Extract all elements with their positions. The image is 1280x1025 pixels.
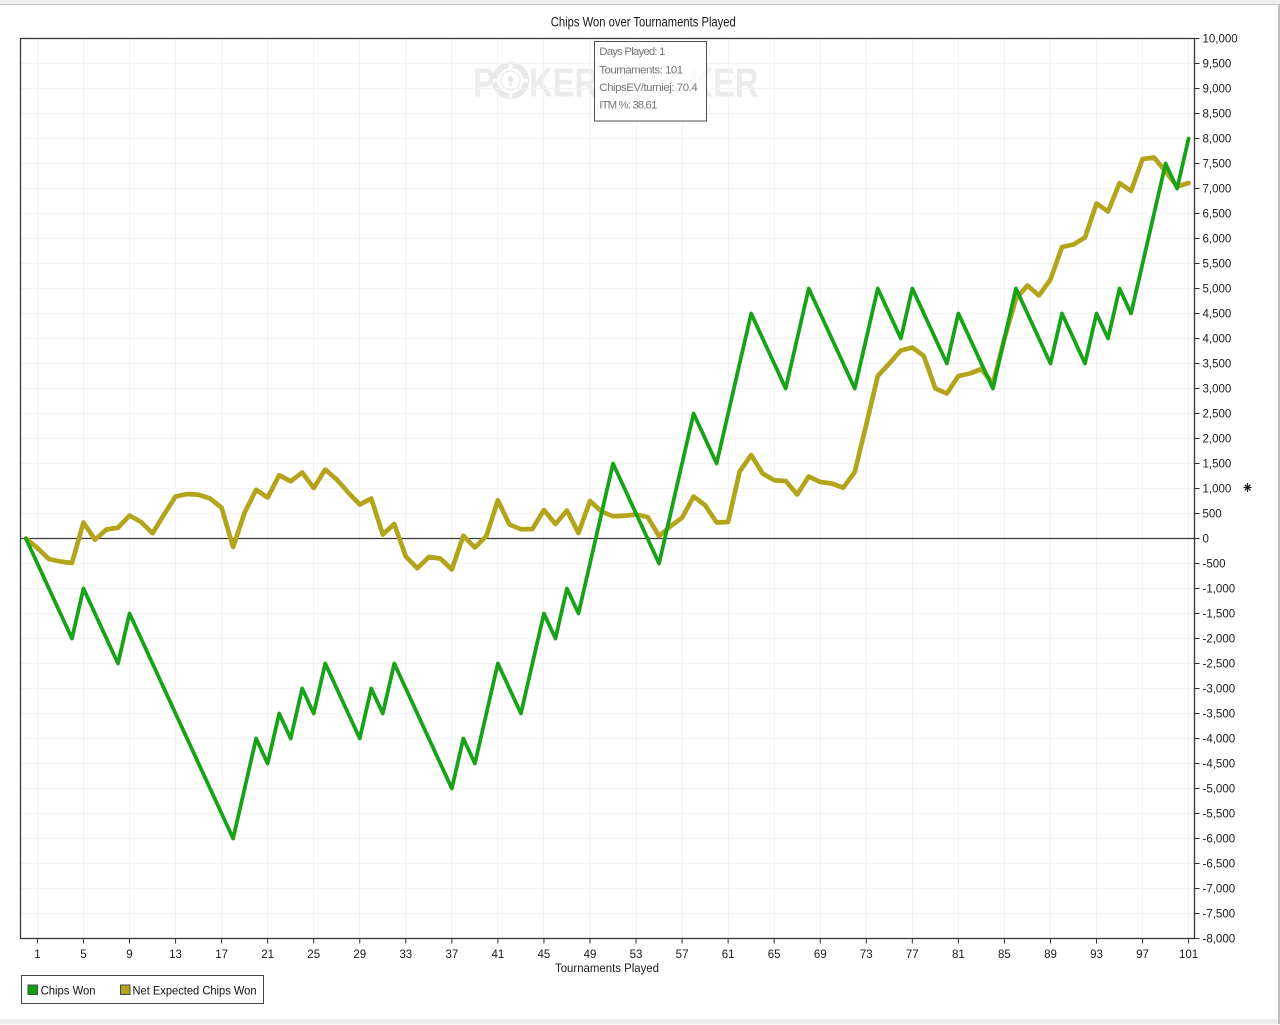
svg-text:2,000: 2,000 bbox=[1203, 434, 1232, 446]
svg-text:73: 73 bbox=[860, 949, 873, 961]
svg-text:77: 77 bbox=[906, 949, 919, 961]
svg-text:Days Played: 1: Days Played: 1 bbox=[599, 46, 665, 58]
svg-text:1,000: 1,000 bbox=[1203, 484, 1232, 496]
svg-text:5,000: 5,000 bbox=[1203, 284, 1232, 296]
svg-text:Chips Won over Tournaments Pla: Chips Won over Tournaments Played bbox=[551, 15, 736, 30]
svg-text:Tournaments: 101: Tournaments: 101 bbox=[599, 64, 683, 76]
svg-text:5,500: 5,500 bbox=[1203, 259, 1232, 271]
svg-text:-3,500: -3,500 bbox=[1203, 709, 1236, 721]
svg-text:4,500: 4,500 bbox=[1203, 309, 1232, 321]
svg-text:-4,500: -4,500 bbox=[1203, 759, 1236, 771]
svg-text:8,000: 8,000 bbox=[1203, 134, 1232, 146]
svg-text:-8,000: -8,000 bbox=[1203, 934, 1236, 946]
svg-text:6,000: 6,000 bbox=[1203, 234, 1232, 246]
svg-text:81: 81 bbox=[952, 949, 965, 961]
svg-text:85: 85 bbox=[998, 949, 1011, 961]
svg-text:Chips Won: Chips Won bbox=[41, 983, 96, 997]
svg-text:17: 17 bbox=[215, 949, 228, 961]
svg-text:41: 41 bbox=[491, 949, 504, 961]
svg-text:97: 97 bbox=[1136, 949, 1149, 961]
svg-text:101: 101 bbox=[1179, 949, 1198, 961]
svg-text:-500: -500 bbox=[1203, 559, 1226, 571]
svg-text:500: 500 bbox=[1203, 509, 1222, 521]
svg-text:5: 5 bbox=[80, 949, 86, 961]
svg-text:89: 89 bbox=[1044, 949, 1057, 961]
svg-text:0: 0 bbox=[1203, 534, 1209, 546]
svg-text:ChipsEV/turniej: 70.4: ChipsEV/turniej: 70.4 bbox=[599, 82, 697, 94]
svg-text:21: 21 bbox=[261, 949, 274, 961]
svg-text:ITM %: 38.61: ITM %: 38.61 bbox=[599, 100, 657, 112]
svg-text:57: 57 bbox=[676, 949, 689, 961]
svg-text:33: 33 bbox=[399, 949, 412, 961]
svg-text:3,000: 3,000 bbox=[1203, 384, 1232, 396]
svg-text:29: 29 bbox=[353, 949, 366, 961]
svg-text:65: 65 bbox=[768, 949, 781, 961]
svg-text:7,000: 7,000 bbox=[1203, 184, 1232, 196]
svg-text:P: P bbox=[473, 60, 495, 106]
svg-text:-5,000: -5,000 bbox=[1203, 784, 1236, 796]
svg-text:-5,500: -5,500 bbox=[1203, 809, 1236, 821]
svg-text:-2,000: -2,000 bbox=[1203, 634, 1236, 646]
svg-text:13: 13 bbox=[169, 949, 182, 961]
svg-text:-1,500: -1,500 bbox=[1203, 609, 1236, 621]
svg-text:49: 49 bbox=[584, 949, 597, 961]
svg-text:-4,000: -4,000 bbox=[1203, 734, 1236, 746]
svg-text:6,500: 6,500 bbox=[1203, 209, 1232, 221]
svg-text:-6,000: -6,000 bbox=[1203, 834, 1236, 846]
svg-text:-6,500: -6,500 bbox=[1203, 859, 1236, 871]
svg-text:25: 25 bbox=[307, 949, 320, 961]
svg-text:37: 37 bbox=[445, 949, 458, 961]
svg-text:9,000: 9,000 bbox=[1203, 84, 1232, 96]
svg-text:53: 53 bbox=[630, 949, 643, 961]
svg-text:8,500: 8,500 bbox=[1203, 109, 1232, 121]
svg-text:61: 61 bbox=[722, 949, 735, 961]
svg-text:93: 93 bbox=[1090, 949, 1103, 961]
svg-text:3,500: 3,500 bbox=[1203, 359, 1232, 371]
svg-text:1,500: 1,500 bbox=[1203, 459, 1232, 471]
svg-text:7,500: 7,500 bbox=[1203, 159, 1232, 171]
svg-text:Net Expected Chips Won: Net Expected Chips Won bbox=[133, 983, 257, 997]
svg-text:-1,000: -1,000 bbox=[1203, 584, 1236, 596]
svg-text:-3,000: -3,000 bbox=[1203, 684, 1236, 696]
svg-text:10,000: 10,000 bbox=[1203, 34, 1238, 46]
svg-text:1: 1 bbox=[34, 949, 40, 961]
svg-text:45: 45 bbox=[538, 949, 551, 961]
svg-text:-7,500: -7,500 bbox=[1203, 909, 1236, 921]
svg-text:Tournaments Played: Tournaments Played bbox=[555, 961, 659, 975]
svg-text:9: 9 bbox=[126, 949, 132, 961]
svg-text:4,000: 4,000 bbox=[1203, 334, 1232, 346]
svg-text:2,500: 2,500 bbox=[1203, 409, 1232, 421]
svg-text:9,500: 9,500 bbox=[1203, 59, 1232, 71]
svg-text:-7,000: -7,000 bbox=[1203, 884, 1236, 896]
svg-text:69: 69 bbox=[814, 949, 827, 961]
svg-text:-2,500: -2,500 bbox=[1203, 659, 1236, 671]
